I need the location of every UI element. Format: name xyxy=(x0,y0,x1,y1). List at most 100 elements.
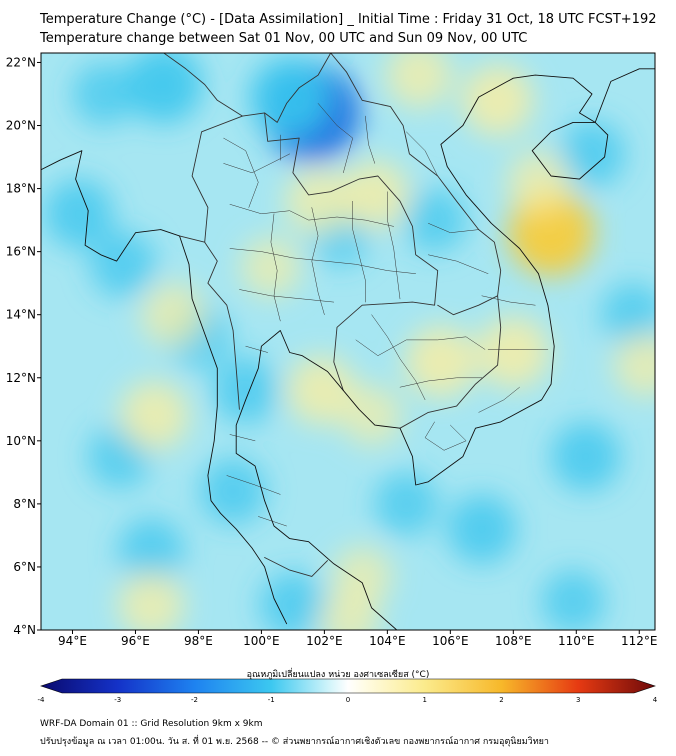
lon-tick-label: 98°E xyxy=(184,634,213,648)
colorbar-tick-label: 3 xyxy=(576,696,580,704)
lon-tick-label: 106°E xyxy=(432,634,469,648)
chart-title: Temperature Change (°C) - [Data Assimila… xyxy=(40,12,657,27)
anomaly-cell xyxy=(89,231,157,298)
province-line xyxy=(223,137,259,208)
lat-tick-label: 14°N xyxy=(6,308,36,322)
lon-tick-label: 112°E xyxy=(621,634,658,648)
province-boundaries xyxy=(223,103,549,527)
colorbar-title: อุณหภูมิเปลี่ยนแปลง หน่วย องศาเซลเซียส (… xyxy=(246,670,430,680)
anomaly-cell xyxy=(385,53,453,109)
anomaly-cell xyxy=(340,160,410,230)
lon-tick-label: 100°E xyxy=(243,634,280,648)
province-line xyxy=(478,386,520,413)
anomaly-cell xyxy=(404,325,477,398)
anomaly-cell xyxy=(601,282,655,347)
anomaly-cell xyxy=(506,150,571,215)
lat-tick-label: 8°N xyxy=(13,497,36,511)
anomaly-cell xyxy=(118,517,185,585)
province-line xyxy=(229,434,256,442)
province-line xyxy=(270,213,281,322)
anomaly-cell xyxy=(72,62,136,126)
anomaly-cell xyxy=(286,355,356,425)
anomaly-cell xyxy=(558,120,626,188)
border-line xyxy=(399,295,502,429)
province-line xyxy=(365,115,376,164)
province-line xyxy=(311,207,325,315)
colorbar-tick-label: 2 xyxy=(499,696,503,704)
anomaly-cell xyxy=(240,237,302,298)
lat-tick-label: 4°N xyxy=(13,623,36,637)
province-line xyxy=(406,131,438,177)
lon-tick-label: 102°E xyxy=(306,634,343,648)
anomaly-cell xyxy=(402,188,467,252)
colorbar-tick-label: -2 xyxy=(191,696,198,704)
anomaly-cell xyxy=(284,167,352,235)
anomaly-cell xyxy=(461,64,534,137)
map-plot-area xyxy=(41,53,655,630)
anomaly-cell xyxy=(613,333,655,397)
province-line xyxy=(428,223,479,233)
colorbar-tick-label: 0 xyxy=(346,696,350,704)
anomaly-cell xyxy=(259,571,327,630)
colorbar-tick-label: -3 xyxy=(114,696,121,704)
province-line xyxy=(481,295,536,306)
coast-line xyxy=(41,150,288,625)
lat-tick-label: 22°N xyxy=(6,55,36,69)
colorbar-tick-label: 4 xyxy=(653,696,658,704)
province-line xyxy=(317,103,353,174)
border-line xyxy=(264,112,439,391)
anomaly-cell xyxy=(119,380,189,451)
temperature-field-anomalies xyxy=(44,53,655,630)
anomaly-cell xyxy=(249,56,330,138)
province-line xyxy=(399,377,483,388)
colorbar-tick-label: -4 xyxy=(38,696,46,704)
province-line xyxy=(352,200,366,303)
anomaly-cell xyxy=(331,545,393,607)
province-line xyxy=(226,475,281,495)
lon-tick-label: 108°E xyxy=(495,634,532,648)
colorbar-ticks: -4 -3 -2 -1 0 1 2 3 4 xyxy=(38,696,658,704)
lat-tick-label: 18°N xyxy=(6,182,36,196)
chart-subtitle: Temperature change between Sat 01 Nov, 0… xyxy=(40,31,528,46)
lon-tick-label: 96°E xyxy=(121,634,150,648)
colorbar: -4 -3 -2 -1 0 1 2 3 4 xyxy=(38,678,658,704)
longitude-axis: 94°E 96°E 98°E 100°E 102°E 104°E 106°E 108°E 110… xyxy=(58,630,658,648)
colorbar-gradient xyxy=(40,678,656,694)
latitude-axis: 4°N 6°N 8°N 10°N 12°N 14°N 16°N 18°N 20°N 22°N xyxy=(6,55,41,637)
anomaly-cell xyxy=(118,571,185,630)
anomaly-cell xyxy=(477,316,550,389)
footer-credit: ปรับปรุงข้อมูล ณ เวลา 01:00น. วัน ส. ที่… xyxy=(40,737,549,747)
lon-tick-label: 94°E xyxy=(58,634,87,648)
anomaly-cell xyxy=(212,357,279,424)
anomaly-cell xyxy=(141,282,206,347)
anomaly-cell xyxy=(374,472,439,536)
anomaly-cell xyxy=(541,569,605,630)
border-line xyxy=(179,235,240,410)
lon-tick-label: 110°E xyxy=(558,634,595,648)
map-frame xyxy=(40,52,656,631)
coast-line xyxy=(235,68,655,630)
province-line xyxy=(245,345,268,353)
coast-line xyxy=(531,121,609,180)
province-line xyxy=(229,248,416,274)
country-borders xyxy=(163,53,502,577)
anomaly-cell xyxy=(125,53,203,124)
province-line xyxy=(428,254,489,274)
province-line xyxy=(355,336,486,356)
border-line xyxy=(264,557,328,577)
lat-tick-label: 10°N xyxy=(6,434,36,448)
border-line xyxy=(191,115,243,243)
footer-model-info: WRF-DA Domain 01 :: Grid Resolution 9km … xyxy=(40,719,263,729)
province-line xyxy=(229,204,394,227)
province-line xyxy=(387,191,401,300)
lat-tick-label: 12°N xyxy=(6,371,36,385)
lon-tick-label: 104°E xyxy=(369,634,406,648)
colorbar-tick-label: 1 xyxy=(423,696,427,704)
lat-tick-label: 20°N xyxy=(6,119,36,133)
anomaly-cell xyxy=(341,385,403,446)
anomaly-cell xyxy=(44,179,114,249)
province-line xyxy=(239,289,335,303)
province-line xyxy=(371,314,426,401)
anomaly-cell xyxy=(551,421,621,492)
border-line xyxy=(330,53,502,316)
